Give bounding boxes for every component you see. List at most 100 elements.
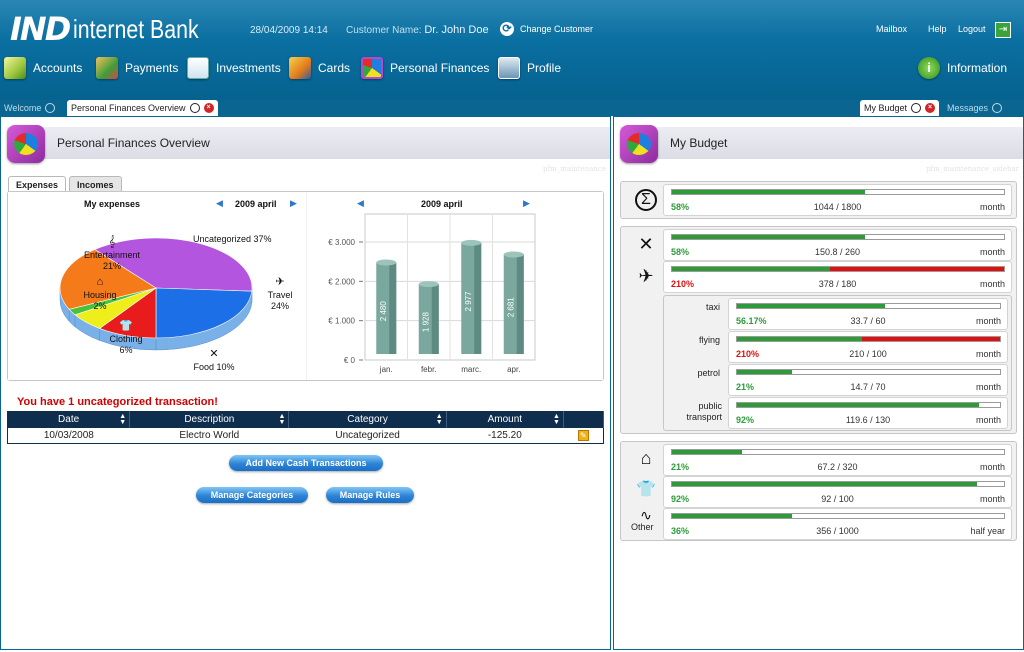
pie-label-uncategorized: Uncategorized 37% bbox=[193, 234, 272, 244]
budget-period: half year bbox=[970, 526, 1005, 536]
bank-logo[interactable]: IND internet Bank bbox=[10, 10, 226, 48]
session-datetime: 28/04/2009 14:14 bbox=[250, 25, 328, 36]
next-period-arrow[interactable]: ▶ bbox=[290, 198, 297, 208]
budget-row-petrol[interactable]: 21% 14.7 / 70 month bbox=[728, 364, 1008, 396]
fork-knife-icon: ✕ bbox=[638, 234, 654, 254]
tab-incomes[interactable]: Incomes bbox=[69, 176, 122, 192]
payments-icon bbox=[96, 57, 118, 79]
sort-icon[interactable]: ▲ ▼ bbox=[119, 413, 127, 426]
budget-row-travel[interactable]: 210% 378 / 180 month bbox=[663, 261, 1012, 293]
budget-fill bbox=[672, 190, 865, 194]
tab-messages[interactable]: Messages bbox=[943, 100, 1006, 116]
budget-row-housing[interactable]: 21% 67.2 / 320 month bbox=[663, 444, 1012, 476]
pie-slice-entertainment bbox=[59, 249, 157, 310]
budget-row-other[interactable]: 36% 356 / 1000 half year bbox=[663, 508, 1012, 540]
budget-row-flying[interactable]: 210% 210 / 100 month bbox=[728, 331, 1008, 363]
tab-expenses[interactable]: Expenses bbox=[8, 176, 67, 192]
budget-row-public-transport[interactable]: 92% 119.6 / 130 month bbox=[728, 397, 1008, 429]
budget-percent: 21% bbox=[671, 462, 690, 472]
column-header-date[interactable]: Date ▲ ▼ bbox=[7, 411, 131, 428]
cards-icon bbox=[289, 57, 311, 79]
clock-icon bbox=[189, 103, 200, 113]
my-budget-panel: My Budget pfm_maintenance_sidebar Σ 58% 1… bbox=[613, 116, 1024, 650]
personal-finances-icon bbox=[7, 125, 45, 163]
housing-icon: ⌂ bbox=[97, 276, 104, 288]
budget-row-clothing[interactable]: 92% 92 / 100 month bbox=[663, 476, 1012, 508]
nav-cards[interactable]: Cards bbox=[289, 57, 350, 79]
budget-amount: 33.7 / 60 bbox=[850, 316, 886, 326]
column-header-label: Category bbox=[347, 414, 388, 426]
house-icon: ⌂ bbox=[640, 448, 652, 468]
logout-link[interactable]: Logout bbox=[958, 24, 986, 34]
pie-pct-housing: 2% bbox=[93, 301, 106, 311]
logo-mark: IND bbox=[10, 10, 71, 48]
nav-investments[interactable]: Investments bbox=[187, 57, 281, 79]
sort-icon[interactable]: ▲ ▼ bbox=[278, 413, 286, 426]
column-header-category[interactable]: Category ▲ ▼ bbox=[288, 411, 447, 428]
budget-amount: 210 / 100 bbox=[849, 349, 887, 359]
column-header-description[interactable]: Description ▲ ▼ bbox=[129, 411, 290, 428]
help-link[interactable]: Help bbox=[928, 24, 947, 34]
investments-icon bbox=[187, 57, 209, 79]
airplane-icon: ✈ bbox=[638, 266, 654, 286]
budget-percent: 92% bbox=[671, 494, 690, 504]
budget-row-taxi[interactable]: 56.17% 33.7 / 60 month bbox=[728, 298, 1008, 330]
budget-fill bbox=[737, 304, 885, 308]
mailbox-link[interactable]: Mailbox bbox=[876, 24, 908, 34]
other-label: Other bbox=[631, 522, 654, 532]
budget-percent: 58% bbox=[671, 202, 690, 212]
budget-progress-bar bbox=[671, 481, 1005, 487]
table-row[interactable]: 10/03/2008 Electro World Uncategorized -… bbox=[7, 427, 604, 444]
tab-welcome[interactable]: Welcome bbox=[0, 100, 59, 116]
nav-information[interactable]: i Information bbox=[918, 57, 1007, 79]
tab-my-budget[interactable]: My Budget × bbox=[860, 100, 940, 116]
pie-chart-area: My expenses ◀ 2009 april ▶ Uncategorized… bbox=[8, 192, 306, 380]
manage-categories-button[interactable]: Manage Categories bbox=[196, 487, 308, 503]
budget-amount: 150.8 / 260 bbox=[814, 247, 861, 257]
prev-period-arrow[interactable]: ◀ bbox=[357, 198, 364, 208]
header-bar: IND internet Bank 28/04/2009 14:14 Custo… bbox=[0, 0, 1024, 100]
budget-progress-bar bbox=[671, 513, 1005, 519]
nav-payments[interactable]: Payments bbox=[96, 57, 178, 79]
pie-label-travel: Travel bbox=[268, 290, 293, 300]
bar-shade bbox=[516, 254, 524, 354]
nav-personal-finances[interactable]: Personal Finances bbox=[361, 57, 489, 79]
nav-profile[interactable]: Profile bbox=[498, 57, 561, 79]
bar-value-label: 1 928 bbox=[422, 312, 431, 333]
clothing-icon: 👕 bbox=[119, 319, 133, 332]
nav-accounts[interactable]: Accounts bbox=[4, 57, 82, 79]
budget-amount: 67.2 / 320 bbox=[817, 462, 858, 472]
sort-icon[interactable]: ▲ ▼ bbox=[435, 413, 443, 426]
budget-fill bbox=[672, 482, 978, 486]
cell-category: Uncategorized bbox=[288, 427, 447, 444]
budget-row-total[interactable]: 58% 1044 / 1800 month bbox=[663, 184, 1012, 216]
tab-personal-finances-overview[interactable]: Personal Finances Overview × bbox=[67, 100, 218, 116]
bar-value-label: 2 681 bbox=[507, 297, 516, 318]
y-tick-label: € 0 bbox=[344, 356, 356, 365]
edit-icon[interactable]: ✎ bbox=[577, 429, 589, 441]
budget-progress-bar bbox=[736, 303, 1001, 309]
prev-period-arrow[interactable]: ◀ bbox=[216, 198, 223, 208]
budget-fill-ok bbox=[672, 267, 831, 271]
next-period-arrow[interactable]: ▶ bbox=[523, 198, 530, 208]
subcategory-label: public transport bbox=[686, 401, 722, 422]
information-icon: i bbox=[918, 57, 940, 79]
column-header-amount[interactable]: Amount ▲ ▼ bbox=[446, 411, 564, 428]
logout-icon[interactable]: ⇥ bbox=[995, 22, 1011, 38]
other-icon: ∿ bbox=[640, 507, 652, 523]
close-icon[interactable]: × bbox=[925, 103, 936, 113]
budget-period: month bbox=[979, 247, 1005, 257]
bar-top bbox=[376, 259, 397, 266]
bar-top bbox=[418, 281, 439, 288]
sort-icon[interactable]: ▲ ▼ bbox=[552, 413, 560, 426]
add-cash-transactions-button[interactable]: Add New Cash Transactions bbox=[229, 455, 383, 471]
change-customer-button[interactable]: ⟳ Change Customer bbox=[500, 22, 593, 36]
refresh-icon: ⟳ bbox=[500, 22, 514, 36]
manage-rules-button[interactable]: Manage Rules bbox=[326, 487, 414, 503]
customer-name: Dr. John Doe bbox=[424, 24, 489, 36]
nav-accounts-label: Accounts bbox=[33, 61, 83, 75]
column-header-label: Date bbox=[58, 414, 80, 426]
close-icon[interactable]: × bbox=[203, 103, 214, 113]
budget-row-food[interactable]: 58% 150.8 / 260 month bbox=[663, 229, 1012, 261]
budget-fill-over bbox=[862, 337, 1000, 341]
